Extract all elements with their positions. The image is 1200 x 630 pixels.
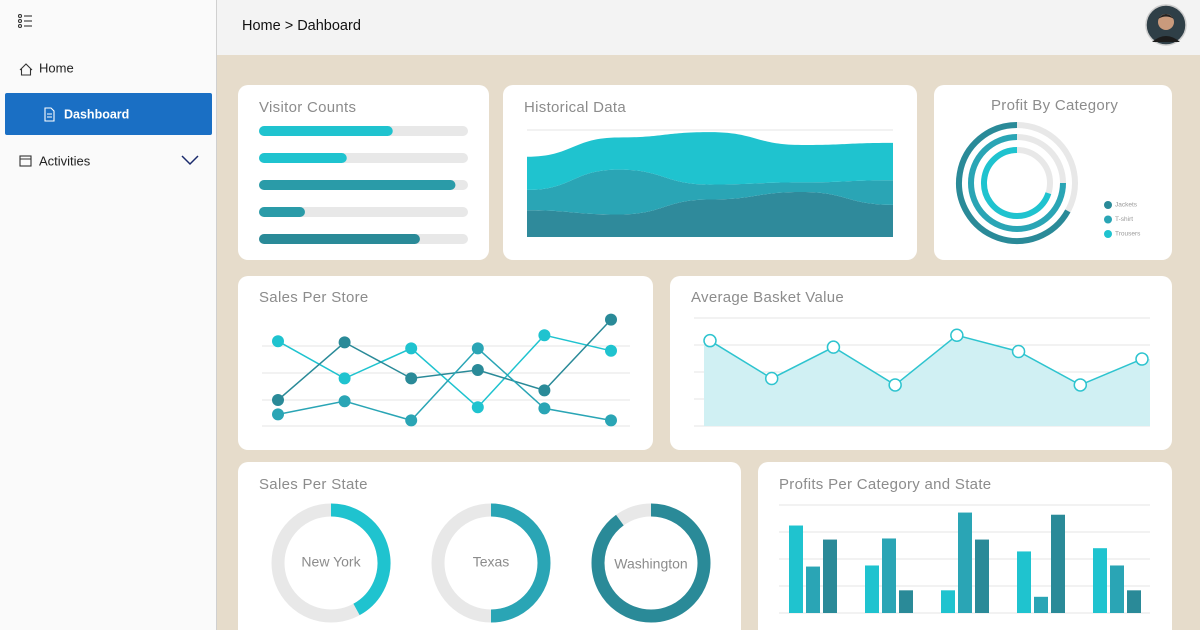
bar bbox=[941, 590, 955, 613]
bar bbox=[259, 126, 393, 136]
bar bbox=[259, 207, 305, 217]
legend-label: Trousers bbox=[1115, 231, 1141, 238]
point bbox=[703, 333, 717, 348]
donut-arc bbox=[490, 503, 551, 623]
point bbox=[272, 335, 284, 348]
bar bbox=[1034, 596, 1048, 613]
donut-arc bbox=[330, 503, 391, 616]
point bbox=[538, 329, 551, 342]
point bbox=[1011, 344, 1026, 359]
bar bbox=[823, 539, 837, 613]
ring-arc bbox=[968, 134, 1066, 232]
document-icon bbox=[44, 107, 55, 122]
point bbox=[538, 384, 551, 397]
avatar[interactable] bbox=[1145, 4, 1187, 46]
bar bbox=[1051, 514, 1065, 613]
point bbox=[405, 414, 418, 427]
legend-label: Jackets bbox=[1115, 202, 1138, 209]
card-title: Profits Per Category and State bbox=[779, 476, 991, 493]
line bbox=[277, 334, 612, 409]
area bbox=[527, 132, 893, 190]
avatar-body bbox=[1152, 36, 1180, 42]
point bbox=[605, 313, 617, 326]
bar bbox=[789, 525, 803, 613]
bar-track bbox=[259, 207, 468, 217]
bar bbox=[1127, 590, 1141, 613]
card-title: Visitor Counts bbox=[259, 99, 356, 116]
nav-label: Home bbox=[39, 60, 74, 75]
point bbox=[605, 414, 617, 427]
donut-label: New York bbox=[301, 554, 361, 570]
bar bbox=[882, 538, 896, 613]
card bbox=[238, 462, 741, 630]
bar bbox=[865, 565, 879, 613]
point bbox=[338, 336, 351, 349]
bar bbox=[259, 180, 456, 190]
legend-swatch bbox=[1104, 201, 1112, 209]
home-icon bbox=[19, 63, 33, 76]
avatar-face bbox=[1158, 14, 1174, 30]
card-title: Sales Per State bbox=[259, 476, 368, 493]
point bbox=[471, 342, 484, 355]
area bbox=[527, 169, 893, 215]
breadcrumb: Home > Dahboard bbox=[242, 18, 361, 34]
bar bbox=[259, 234, 420, 244]
ring-arc bbox=[956, 122, 1071, 244]
line bbox=[277, 319, 612, 401]
nav-activities[interactable]: Activities bbox=[19, 153, 199, 168]
bar bbox=[1017, 551, 1031, 613]
legend-label: T-shirt bbox=[1115, 216, 1133, 223]
point bbox=[405, 342, 418, 355]
card-title: Historical Data bbox=[524, 99, 626, 116]
point bbox=[471, 401, 484, 414]
line bbox=[709, 334, 1143, 386]
nav-home[interactable]: Home bbox=[19, 60, 74, 76]
bar bbox=[1093, 548, 1107, 613]
donut-label: Washington bbox=[614, 556, 687, 572]
point bbox=[1135, 352, 1149, 366]
calendar-icon bbox=[19, 155, 32, 167]
bar bbox=[1110, 565, 1124, 613]
point bbox=[471, 364, 484, 376]
menu-icon[interactable] bbox=[17, 13, 33, 29]
nav-dashboard[interactable]: Dashboard bbox=[5, 93, 212, 135]
header bbox=[217, 0, 1200, 55]
nav-label: Dashboard bbox=[64, 107, 129, 121]
card-title: Average Basket Value bbox=[691, 289, 844, 306]
line bbox=[277, 347, 612, 422]
point bbox=[1073, 378, 1088, 392]
point bbox=[605, 344, 617, 357]
card-title: Sales Per Store bbox=[259, 289, 369, 306]
area bbox=[527, 192, 893, 237]
point bbox=[826, 340, 841, 354]
legend-swatch bbox=[1104, 215, 1112, 224]
donut-arc bbox=[591, 503, 711, 623]
donut-label: Texas bbox=[473, 554, 510, 570]
area bbox=[704, 335, 1150, 426]
point bbox=[272, 408, 284, 421]
point bbox=[764, 371, 779, 386]
nav-label: Activities bbox=[39, 153, 91, 168]
point bbox=[405, 372, 418, 385]
card-title: Profit By Category bbox=[991, 97, 1118, 114]
point bbox=[538, 402, 551, 415]
chevron[interactable] bbox=[181, 155, 199, 166]
point bbox=[338, 395, 351, 408]
ring-arc bbox=[981, 147, 1052, 219]
point bbox=[338, 372, 351, 385]
legend-swatch bbox=[1104, 230, 1112, 238]
point bbox=[950, 328, 964, 343]
bar bbox=[958, 512, 972, 613]
nav-selected-bg bbox=[5, 93, 212, 135]
point bbox=[888, 378, 902, 392]
bar bbox=[259, 153, 347, 163]
bar bbox=[975, 539, 989, 613]
avatar-hair bbox=[1158, 14, 1174, 19]
bar bbox=[806, 566, 820, 613]
bar bbox=[899, 590, 913, 613]
point bbox=[272, 394, 284, 406]
